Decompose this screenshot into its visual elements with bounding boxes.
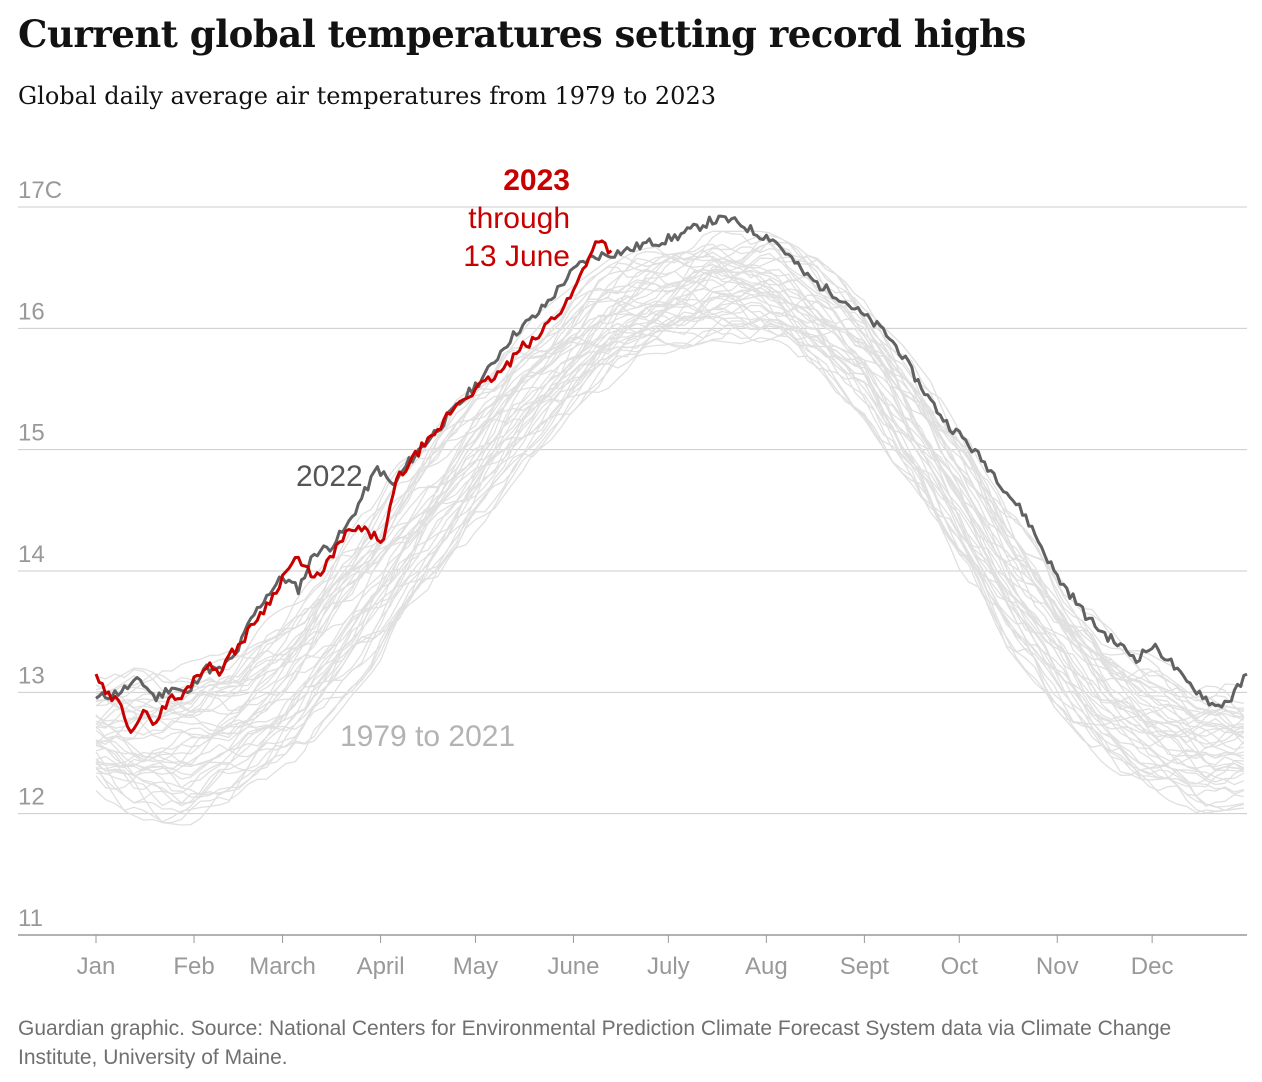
historical-year-line [95,255,1244,729]
historical-year-line [95,279,1244,770]
historical-year-line [95,304,1245,791]
historical-year-line [95,268,1244,745]
historical-year-line [95,312,1245,795]
y-tick-label: 15 [18,420,45,447]
y-tick-label: 11 [18,905,43,932]
gridlines: 11 12 13 14 15 16 17C [18,177,1247,936]
label-historical-range: 1979 to 2021 [340,720,515,753]
historical-year-line [95,242,1244,729]
historical-year-line [95,280,1244,751]
chart-title: Current global temperatures setting reco… [18,12,1026,56]
historical-year-line [95,268,1245,746]
historical-year-line [95,291,1244,790]
historical-year-line [95,302,1245,796]
historical-year-line [95,323,1244,823]
y-tick-label: 16 [18,298,45,325]
historical-year-line [95,235,1244,728]
historical-year-line [95,294,1245,775]
x-tick-label: Sept [840,953,890,980]
series-line-2023 [94,239,613,734]
historical-year-line [95,315,1244,807]
historical-year-line [95,277,1245,771]
y-tick-label: 14 [18,541,45,568]
label-2023-date: 13 June [463,240,570,273]
historical-series-lines [95,230,1245,826]
x-tick-label: April [357,953,405,980]
x-tick-label: Nov [1036,953,1079,980]
historical-year-line [95,278,1244,771]
x-axis: Jan Feb March April May June July Aug Sept Oct Nov… [77,935,1174,980]
label-2023-through: through [468,202,570,235]
x-tick-label: Jan [77,953,116,980]
y-tick-label: 13 [18,662,45,689]
x-tick-label: March [249,953,316,980]
chart-subtitle: Global daily average air temperatures fr… [18,82,716,110]
series-line-2022 [95,214,1248,709]
x-tick-label: Feb [173,953,214,980]
x-tick-label: May [453,953,498,980]
label-2023-title: 2023 [503,164,570,197]
historical-year-line [95,249,1245,717]
historical-year-line [95,261,1245,750]
historical-year-line [95,281,1245,763]
x-tick-label: July [647,953,690,980]
historical-year-line [95,234,1245,717]
source-footnote: Guardian graphic. Source: National Cente… [18,1017,1172,1069]
historical-year-line [95,263,1245,745]
x-tick-label: Oct [941,953,979,980]
x-tick-label: Aug [745,953,788,980]
x-tick-label: Dec [1131,953,1174,980]
x-tick-label: June [547,953,599,980]
y-tick-label: 17C [18,177,62,204]
historical-year-line [95,311,1244,808]
y-tick-label: 12 [18,784,45,811]
historical-year-line [95,319,1244,814]
label-2022: 2022 [296,460,363,493]
historical-year-line [95,256,1244,734]
